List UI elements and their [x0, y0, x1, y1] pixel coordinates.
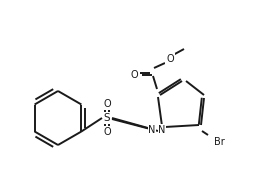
Text: S: S [104, 113, 110, 123]
Text: N: N [158, 125, 166, 135]
Text: O: O [130, 70, 138, 80]
Text: O: O [166, 54, 174, 64]
Text: N: N [148, 125, 156, 135]
Text: Br: Br [214, 137, 225, 147]
Text: O: O [103, 127, 111, 137]
Text: O: O [103, 99, 111, 109]
